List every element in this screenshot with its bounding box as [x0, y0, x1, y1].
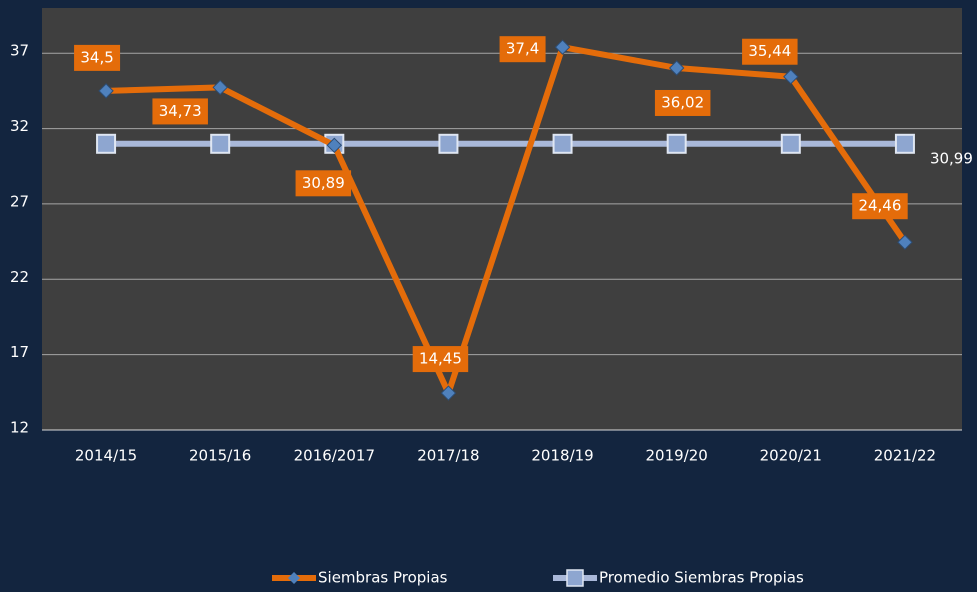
- x-tick-label: 2018/19: [531, 447, 593, 465]
- x-tick-label: 2021/22: [874, 447, 936, 465]
- data-label-box: [152, 98, 208, 125]
- y-tick-label: 27: [10, 192, 29, 210]
- data-label: 36,02: [661, 93, 704, 111]
- legend-marker: [288, 572, 300, 584]
- y-tick-label: 17: [10, 343, 29, 361]
- marker: [212, 79, 228, 96]
- marker: [210, 133, 231, 154]
- data-label-box: [295, 170, 352, 197]
- data-label-box: [852, 193, 908, 220]
- data-label-box: [654, 89, 711, 116]
- x-tick-label: 2017/18: [417, 447, 479, 465]
- x-tick-label: 2016/2017: [294, 447, 375, 465]
- marker: [552, 133, 573, 154]
- plot-area: [42, 8, 962, 430]
- marker: [668, 60, 685, 76]
- x-tick-label: 2020/21: [760, 447, 822, 465]
- marker: [783, 69, 799, 85]
- legend-label: Siembras Propias: [318, 569, 448, 587]
- x-tick-label: 2014/15: [75, 447, 137, 465]
- y-tick-label: 12: [10, 419, 29, 437]
- marker: [326, 137, 343, 154]
- marker: [98, 83, 114, 99]
- y-tick-label: 22: [10, 268, 29, 286]
- data-label: 14,45: [419, 350, 462, 368]
- marker: [897, 234, 913, 250]
- data-label: 30,89: [302, 174, 345, 192]
- marker: [666, 133, 687, 154]
- data-label: 30,99: [930, 149, 973, 167]
- y-tick-label: 32: [10, 117, 29, 135]
- y-tick-label: 37: [10, 42, 29, 60]
- marker: [96, 133, 117, 154]
- data-label-box: [742, 38, 798, 65]
- x-tick-label: 2019/20: [646, 447, 708, 465]
- marker: [554, 39, 571, 55]
- data-label: 34,5: [80, 48, 113, 66]
- data-label: 24,46: [858, 197, 901, 215]
- data-label-box: [412, 346, 469, 373]
- data-label: 35,44: [748, 42, 791, 60]
- marker: [894, 133, 915, 154]
- data-label-box: [74, 44, 121, 71]
- data-label: 34,73: [159, 102, 202, 120]
- legend-marker: [566, 569, 584, 587]
- marker: [438, 133, 459, 154]
- marker: [780, 133, 801, 154]
- x-tick-label: 2015/16: [189, 447, 251, 465]
- line: [105, 44, 908, 397]
- legend-label: Promedio Siembras Propias: [599, 569, 804, 587]
- data-label: 37,4: [506, 40, 539, 58]
- data-label-box: [499, 36, 546, 63]
- marker: [440, 385, 457, 401]
